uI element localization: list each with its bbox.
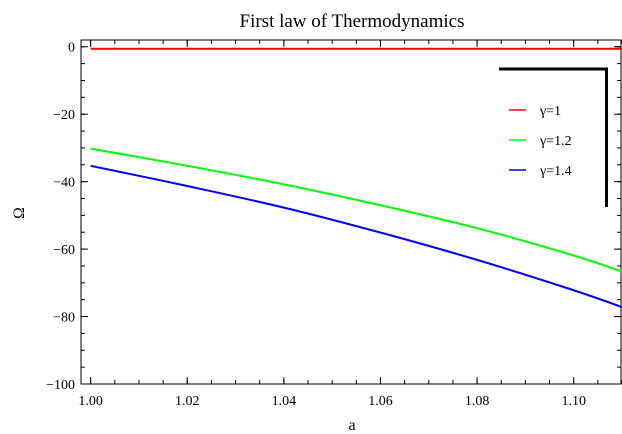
legend-label-3: γ=1.4	[539, 164, 572, 179]
series-lines	[90, 47, 622, 309]
legend: γ=1 γ=1.2 γ=1.4	[499, 67, 608, 207]
y-tick-label: −60	[53, 243, 75, 258]
y-tick-label: −100	[46, 378, 75, 393]
chart-title: First law of Thermodynamics	[240, 11, 465, 32]
x-tick-label: 1.00	[78, 394, 103, 409]
y-tick-label: −40	[53, 176, 75, 191]
legend-label-2: γ=1.2	[539, 134, 572, 149]
x-tick-label: 1.02	[175, 394, 200, 409]
x-tick-label: 1.06	[368, 394, 393, 409]
x-tick-label: 1.10	[561, 394, 586, 409]
x-tick-label: 1.04	[272, 394, 297, 409]
y-axis-ticks: 0 −20 −40 −60 −80 −100	[46, 41, 621, 393]
y-axis-label: Ω	[11, 207, 28, 219]
plot-frame	[80, 39, 622, 385]
y-tick-label: −20	[53, 108, 75, 123]
y-tick-label: 0	[68, 41, 75, 56]
x-tick-label: 1.08	[465, 394, 490, 409]
x-axis-ticks: 1.00 1.02 1.04 1.06 1.08 1.10	[78, 40, 622, 409]
series-line-3	[90, 164, 622, 309]
x-axis-label: a	[348, 417, 355, 434]
legend-label-1: γ=1	[539, 104, 561, 119]
series-line-2	[90, 147, 622, 273]
y-tick-label: −80	[53, 311, 75, 326]
plot-area-border	[80, 39, 622, 385]
